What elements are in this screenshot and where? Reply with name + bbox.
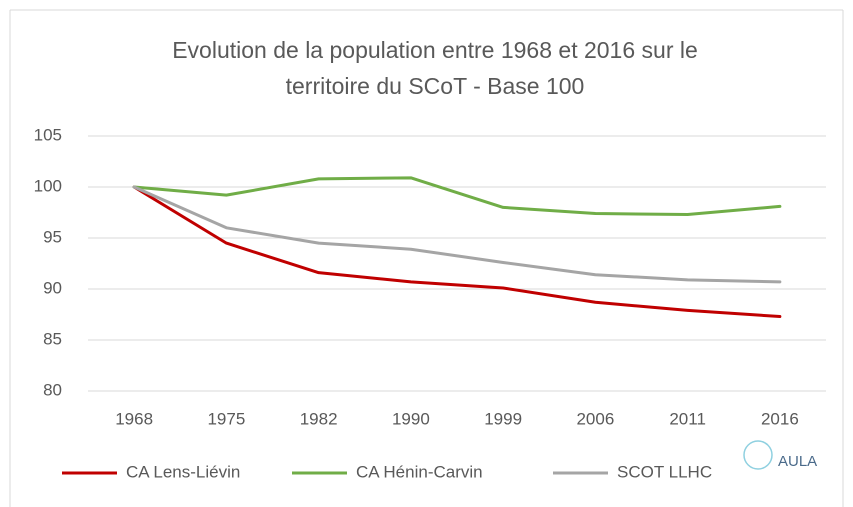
series-line	[132, 176, 782, 217]
chart-title: Evolution de la population entre 1968 et…	[172, 37, 698, 63]
y-tick-label: 80	[43, 380, 62, 399]
x-tick-label: 1982	[300, 409, 338, 428]
x-tick-label: 1975	[207, 409, 245, 428]
series-line	[132, 185, 782, 319]
legend-label: SCOT LLHC	[617, 462, 712, 481]
y-tick-label: 90	[43, 278, 62, 297]
chart-title: territoire du SCoT - Base 100	[286, 73, 585, 99]
y-tick-label: 95	[43, 227, 62, 246]
x-tick-label: 2006	[576, 409, 614, 428]
y-tick-label: 105	[34, 125, 62, 144]
y-tick-label: 100	[34, 176, 62, 195]
x-tick-label: 2016	[761, 409, 799, 428]
series-line	[132, 185, 782, 284]
y-tick-label: 85	[43, 329, 62, 348]
x-tick-label: 2011	[669, 409, 706, 428]
logo-icon	[743, 440, 773, 470]
logo-text: AULA	[778, 453, 817, 470]
x-tick-label: 1968	[115, 409, 153, 428]
legend-label: CA Lens-Liévin	[126, 462, 240, 481]
legend-label: CA Hénin-Carvin	[356, 462, 483, 481]
x-tick-label: 1990	[392, 409, 430, 428]
x-tick-label: 1999	[484, 409, 522, 428]
